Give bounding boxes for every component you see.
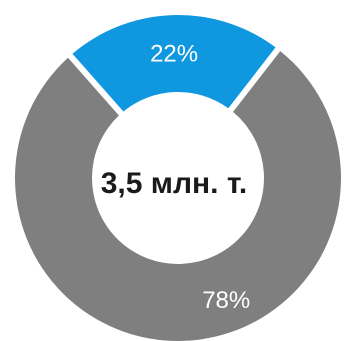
slice-label-2: 78% bbox=[202, 287, 250, 314]
donut-slice-1 bbox=[72, 15, 276, 112]
slice-label-1: 22% bbox=[150, 41, 198, 68]
slice-labels: 22% 78% bbox=[150, 41, 250, 314]
donut-slice-2 bbox=[15, 51, 341, 341]
center-total-label: 3,5 млн. т. bbox=[101, 167, 247, 200]
donut-slices bbox=[15, 15, 341, 341]
